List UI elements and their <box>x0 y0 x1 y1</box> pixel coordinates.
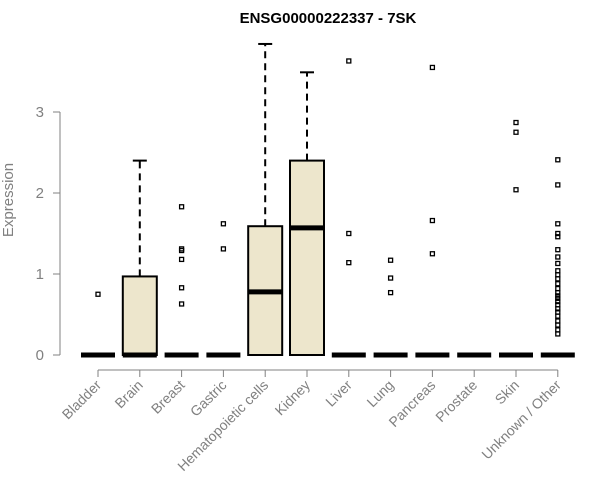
y-tick-label: 1 <box>36 266 44 283</box>
outlier-point <box>555 221 561 227</box>
plot-area <box>81 42 575 358</box>
box <box>289 159 325 356</box>
outlier-point <box>555 289 561 296</box>
box-group <box>247 42 284 356</box>
x-tick-label: Liver <box>322 377 355 410</box>
outlier-point <box>555 276 561 282</box>
x-tick-label: Brain <box>111 377 145 411</box>
box-group <box>289 71 325 356</box>
x-tick-label: Unknown / Other <box>478 377 564 463</box>
box-group <box>121 159 158 358</box>
outlier-point <box>555 306 561 312</box>
box-group <box>540 157 575 358</box>
x-tick-label: Bladder <box>59 377 105 423</box>
outlier-point <box>346 230 352 237</box>
chart-title: ENSG00000222337 - 7SK <box>240 10 417 27</box>
x-tick-label: Lung <box>363 377 396 410</box>
y-tick-label: 0 <box>36 347 44 364</box>
outlier-point <box>429 64 436 71</box>
outlier-point <box>555 322 561 328</box>
outlier-point <box>346 58 352 64</box>
x-tick-label: Skin <box>492 377 523 408</box>
outlier-point <box>555 254 561 260</box>
outlier-point <box>513 129 519 135</box>
outlier-point <box>555 230 561 237</box>
outlier-point <box>178 204 185 210</box>
outlier-point <box>346 260 352 266</box>
y-axis: 0 1 2 3 <box>36 104 61 364</box>
outlier-point <box>555 331 561 337</box>
outlier-point <box>178 256 185 263</box>
outlier-point <box>513 119 519 126</box>
outlier-point <box>555 313 561 319</box>
box-group <box>206 221 241 358</box>
outlier-point <box>555 281 561 287</box>
box-group <box>373 257 408 358</box>
outlier-point <box>178 301 185 307</box>
box-group <box>331 58 366 358</box>
outlier-point <box>555 234 561 240</box>
y-axis-title: Expression <box>0 163 17 237</box>
outlier-point <box>555 247 561 253</box>
outlier-point <box>387 289 394 296</box>
outlier-point <box>555 298 561 305</box>
x-tick-label: Breast <box>148 377 188 417</box>
box-group <box>499 119 533 358</box>
y-tick-label: 2 <box>36 185 44 202</box>
outlier-point <box>555 295 561 301</box>
outlier-point <box>220 246 227 252</box>
outlier-point <box>178 285 185 291</box>
outlier-point <box>555 260 561 267</box>
outlier-point <box>555 285 561 292</box>
outlier-point <box>429 217 436 224</box>
box-group <box>415 64 450 358</box>
x-tick-label: Kidney <box>272 377 314 419</box>
outlier-point <box>387 257 394 263</box>
outlier-point <box>178 247 185 254</box>
outlier-point <box>429 251 436 257</box>
outlier-point <box>387 275 394 281</box>
y-tick-label: 3 <box>36 104 44 121</box>
box-group <box>164 204 199 358</box>
box-group <box>81 291 115 358</box>
box <box>121 275 158 356</box>
outlier-point <box>555 157 561 163</box>
outlier-point <box>220 221 227 227</box>
outlier-point <box>95 291 101 297</box>
x-tick-label: Prostate <box>432 377 480 425</box>
outlier-point <box>555 182 561 188</box>
outlier-point <box>513 187 519 193</box>
